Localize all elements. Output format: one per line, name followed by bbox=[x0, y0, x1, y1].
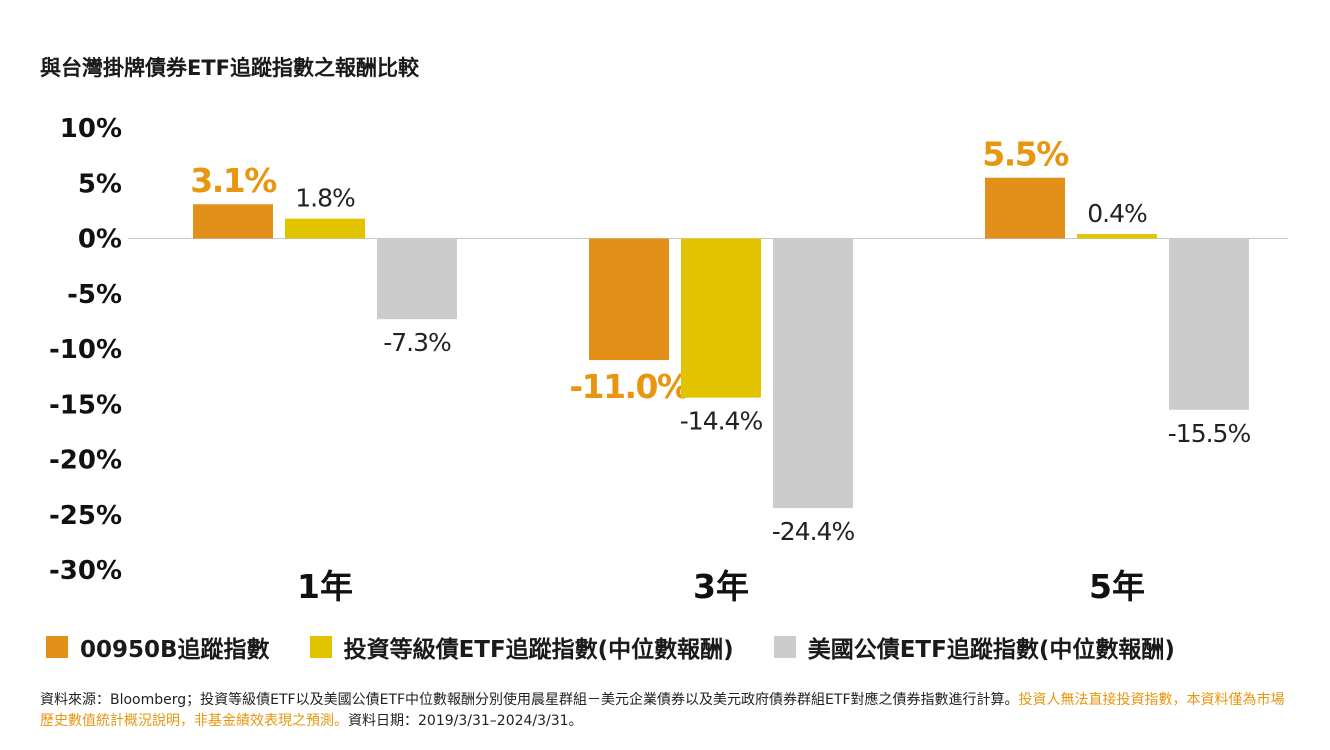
y-tick-label: 5% bbox=[78, 169, 122, 199]
footnote-source: 資料來源：Bloomberg；投資等級債ETF以及美國公債ETF中位數報酬分別使… bbox=[40, 692, 1019, 708]
y-tick-label: -30% bbox=[49, 556, 122, 586]
legend-label-treasury: 美國公債ETF追蹤指數(中位數報酬) bbox=[807, 637, 1175, 663]
footnote-disclaimer: 投資人無法直接投資指數，本資料僅為市場歷史數值統計概況說明，非基金績效表現之預測… bbox=[40, 692, 1285, 729]
data-label-2-2: -14.4% bbox=[680, 407, 763, 436]
data-label-1-1: 3.1% bbox=[190, 161, 277, 200]
data-label-1-3: 5.5% bbox=[982, 135, 1069, 174]
legend-label-00950b: 00950B追蹤指數 bbox=[80, 637, 270, 663]
legend-item-investment-grade: 投資等級債ETF追蹤指數(中位數報酬) bbox=[309, 630, 734, 664]
bar-1-3 bbox=[985, 177, 1065, 239]
data-label-3-1: -7.3% bbox=[383, 328, 451, 357]
bar-chart: 10% 5% 0% -5% -10% -15% -20% -25% -30% 3.1% 1.8% -7… bbox=[49, 114, 1288, 606]
bar-2-3 bbox=[1077, 234, 1157, 239]
y-tick-label: -20% bbox=[49, 446, 122, 476]
y-tick-label: 0% bbox=[78, 225, 122, 255]
category-label: 1年 bbox=[297, 567, 353, 606]
legend-swatch-orange bbox=[46, 636, 68, 658]
legend-swatch-gray bbox=[773, 636, 796, 658]
bar-2-2 bbox=[681, 238, 761, 398]
category-label: 3年 bbox=[693, 567, 749, 606]
data-label-3-2: -24.4% bbox=[772, 517, 855, 546]
legend-label-investment-grade: 投資等級債ETF追蹤指數(中位數報酬) bbox=[343, 637, 734, 663]
y-tick-label: -25% bbox=[49, 501, 122, 531]
bar-3-1 bbox=[377, 238, 457, 320]
legend-item-treasury: 美國公債ETF追蹤指數(中位數報酬) bbox=[773, 630, 1175, 664]
legend: 00950B追蹤指數 投資等級債ETF追蹤指數(中位數報酬) 美國公債ETF追蹤… bbox=[46, 630, 1215, 664]
bar-1-2 bbox=[589, 238, 669, 361]
footnote: 資料來源：Bloomberg；投資等級債ETF以及美國公債ETF中位數報酬分別使… bbox=[40, 690, 1295, 732]
data-label-1-2: -11.0% bbox=[569, 367, 690, 406]
bar-3-3 bbox=[1169, 238, 1249, 410]
data-label-3-3: -15.5% bbox=[1168, 419, 1251, 448]
footnote-date: 資料日期：2019/3/31–2024/3/31。 bbox=[348, 713, 583, 729]
category-label: 5年 bbox=[1089, 567, 1145, 606]
bar-3-2 bbox=[773, 238, 853, 509]
data-label-2-3: 0.4% bbox=[1087, 199, 1147, 228]
y-tick-label: 10% bbox=[60, 114, 122, 144]
y-tick-label: -10% bbox=[49, 335, 122, 365]
bar-2-1 bbox=[285, 218, 365, 239]
bar-1-1 bbox=[193, 204, 273, 239]
legend-item-00950b: 00950B追蹤指數 bbox=[46, 630, 270, 664]
y-tick-label: -15% bbox=[49, 390, 122, 420]
y-tick-label: -5% bbox=[67, 280, 122, 310]
legend-swatch-yellow bbox=[309, 636, 332, 658]
chart-title: 與台灣掛牌債券ETF追蹤指數之報酬比較 bbox=[40, 56, 420, 80]
data-label-2-1: 1.8% bbox=[295, 184, 355, 213]
